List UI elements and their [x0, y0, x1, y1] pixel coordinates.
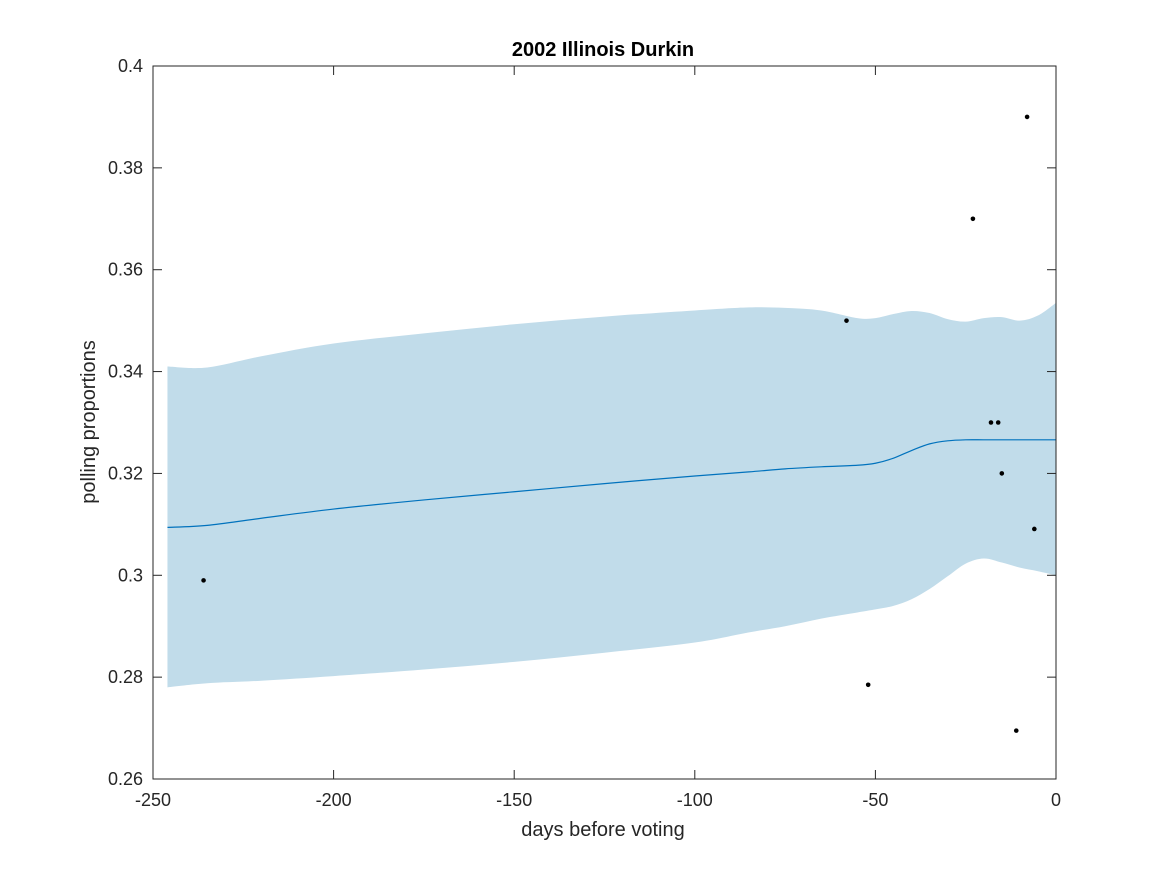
confidence-band	[167, 302, 1056, 688]
x-tick-label: -150	[496, 790, 532, 810]
y-tick-label: 0.3	[118, 565, 143, 585]
data-point	[999, 471, 1005, 476]
axes-box	[152, 65, 1057, 780]
data-point	[995, 420, 1001, 425]
x-tick-label: -250	[135, 790, 171, 810]
chart-title: 2002 Illinois Durkin	[512, 39, 694, 61]
axes-layer: -250 -200 -150 -100 -50 0 0.26 0.28 0.3 0.32 0.34 0…	[108, 56, 1061, 810]
data-point	[988, 420, 994, 425]
trend-line-layer	[167, 439, 1056, 529]
x-tick-label: -100	[677, 790, 713, 810]
y-axis-label: polling proportions	[78, 340, 100, 503]
data-point	[844, 318, 849, 323]
x-tick-label: -200	[316, 790, 352, 810]
y-tick-label: 0.32	[108, 463, 143, 483]
y-tick-label: 0.38	[108, 158, 143, 178]
data-point	[1032, 526, 1037, 532]
data-points-layer	[201, 114, 1037, 733]
y-tick-label: 0.4	[118, 56, 143, 76]
y-tick-label: 0.36	[108, 260, 143, 280]
confidence-band-layer	[167, 302, 1056, 688]
data-point	[1024, 114, 1030, 120]
x-axis-label: days before voting	[521, 819, 684, 841]
y-tick-label: 0.28	[108, 667, 143, 687]
data-point	[201, 578, 206, 583]
trend-line	[167, 439, 1056, 529]
x-tick-label: -50	[862, 790, 888, 810]
x-tick-label: 0	[1051, 790, 1061, 810]
data-point	[970, 216, 976, 222]
y-tick-label: 0.34	[108, 362, 143, 382]
data-point	[1013, 728, 1019, 733]
data-point	[865, 682, 871, 688]
y-tick-label: 0.26	[108, 769, 143, 789]
